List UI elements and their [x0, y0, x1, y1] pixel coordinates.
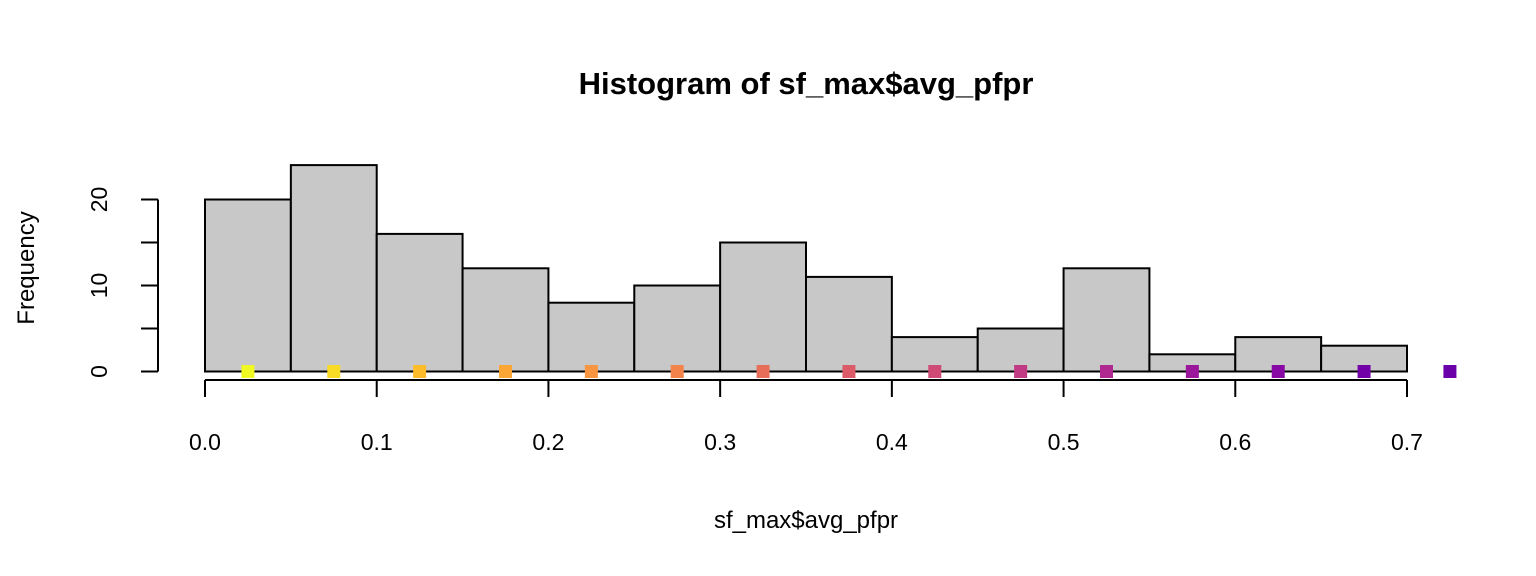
histogram-bar-10 [1062, 267, 1151, 373]
x-axis-label: sf_max$avg_pfpr [714, 507, 898, 534]
y-tick-label-1: 10 [86, 273, 112, 299]
histogram-bar-3 [461, 267, 550, 373]
histogram-bar-4 [547, 301, 636, 373]
color-marker-10 [1100, 365, 1113, 378]
x-tick-label-0: 0.0 [189, 429, 221, 455]
color-marker-9 [1014, 365, 1028, 378]
y-axis-label: Frequency [13, 211, 40, 324]
color-marker-0 [241, 365, 255, 378]
y-axis: 0 10 20 [86, 187, 159, 378]
color-marker-5 [670, 365, 684, 378]
histogram-bar-5 [633, 284, 722, 373]
markers-group [241, 365, 1457, 378]
x-tick-label-5: 0.5 [1048, 429, 1080, 455]
x-tick-label-6: 0.6 [1219, 429, 1251, 455]
color-marker-7 [842, 365, 856, 378]
color-marker-1 [327, 365, 341, 378]
color-marker-12 [1271, 365, 1285, 378]
color-marker-4 [584, 365, 598, 378]
color-marker-11 [1185, 365, 1199, 378]
y-tick-label-0: 0 [86, 365, 112, 378]
histogram-bar-6 [719, 241, 808, 373]
histogram-bar-1 [289, 164, 378, 373]
chart-title: Histogram of sf_max$avg_pfpr [579, 66, 1034, 101]
x-tick-label-7: 0.7 [1391, 429, 1423, 455]
x-tick-label-4: 0.4 [876, 429, 908, 455]
bars-group [204, 164, 1408, 373]
x-axis: 0.0 0.1 0.2 0.3 0.4 0.5 0.6 0.7 [189, 379, 1423, 455]
color-marker-3 [499, 365, 512, 378]
color-marker-2 [413, 365, 427, 378]
color-marker-8 [928, 365, 942, 378]
x-tick-label-3: 0.3 [704, 429, 736, 455]
y-tick-label-2: 20 [86, 187, 112, 213]
color-marker-14 [1443, 365, 1457, 378]
color-marker-13 [1357, 365, 1371, 378]
histogram-bar-2 [375, 232, 464, 373]
x-tick-label-1: 0.1 [361, 429, 393, 455]
color-marker-6 [756, 365, 770, 378]
x-tick-label-2: 0.2 [532, 429, 564, 455]
histogram-bar-0 [204, 198, 292, 373]
histogram-bar-7 [805, 275, 893, 373]
